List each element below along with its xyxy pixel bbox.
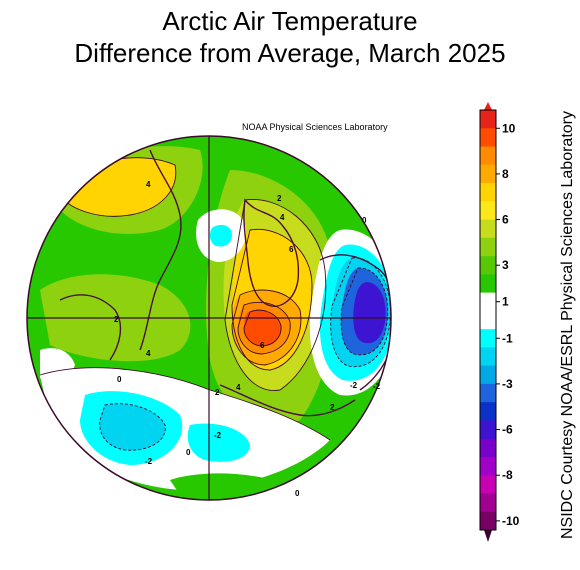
contour-label: 0 xyxy=(362,216,367,225)
contour-line-negative xyxy=(330,257,391,368)
graticule xyxy=(27,136,391,500)
colorbar-tick-label: 6 xyxy=(502,213,509,227)
anomaly-band-south-green xyxy=(170,473,300,500)
arctic-map: 4 2 4 6 0 -2 2 4 6 -2 4 2 2 0 -2 0 -2 0 xyxy=(26,135,392,501)
colorbar-band xyxy=(480,310,496,330)
contour-label: 0 xyxy=(186,448,191,457)
colorbar-tick-label: 8 xyxy=(502,167,509,181)
colorbar-ticks: 10 8 6 3 1 -1 -3 -6 -8 -10 xyxy=(496,121,520,528)
contour-label: 4 xyxy=(146,180,151,189)
contour-label: -2 xyxy=(214,431,222,440)
anomaly-band-neg4-to-neg6 xyxy=(353,282,386,344)
colorbar-band xyxy=(480,128,496,148)
colorbar-band xyxy=(480,438,496,458)
colorbar-frame xyxy=(479,109,497,531)
map-title-line1: Arctic Air Temperature xyxy=(162,6,418,36)
contour-label: 0 xyxy=(117,375,122,384)
contour-label: -2 xyxy=(350,381,358,390)
colorbar-band xyxy=(480,164,496,184)
contour-line xyxy=(224,199,327,391)
contour-label: 2 xyxy=(215,388,220,397)
side-credit: NSIDC Courtesy NOAA/ESRL Physical Scienc… xyxy=(559,111,576,540)
map-boundary xyxy=(26,135,392,501)
map-credit-label: NOAA Physical Sciences Laboratory xyxy=(240,122,390,132)
map-fill-layer xyxy=(27,136,391,500)
contour-label: 6 xyxy=(289,245,294,254)
contour-label: -2 xyxy=(373,382,381,391)
colorbar-arrow-top xyxy=(484,102,492,110)
colorbar-band xyxy=(480,365,496,385)
anomaly-cold-spot-small xyxy=(209,224,232,247)
colorbar-tick-label: -3 xyxy=(502,377,513,391)
scandinavia-coast xyxy=(319,254,391,391)
contour-label: 4 xyxy=(146,349,151,358)
colorbar-band xyxy=(480,383,496,403)
contour-labels: 4 2 4 6 0 -2 2 4 6 -2 4 2 2 0 -2 0 -2 0 xyxy=(114,180,381,498)
greenland-coast xyxy=(243,198,300,307)
colorbar-tick-label: -1 xyxy=(502,331,513,345)
colorbar-band xyxy=(480,237,496,257)
colorbar-band xyxy=(480,420,496,440)
contour-label: 6 xyxy=(260,341,265,350)
colorbar-band xyxy=(480,511,496,531)
alaska-coast xyxy=(59,294,122,361)
contour-label: 4 xyxy=(236,383,241,392)
colorbar-band xyxy=(480,274,496,294)
contour-lines xyxy=(39,157,391,451)
contour-label: 2 xyxy=(114,315,119,324)
map-title-line2: Difference from Average, March 2025 xyxy=(74,38,506,68)
colorbar-bands xyxy=(480,110,496,531)
contour-line xyxy=(231,228,313,371)
colorbar-tick-label: 10 xyxy=(502,121,516,135)
colorbar-band xyxy=(480,146,496,166)
contour-line xyxy=(39,367,331,441)
contour-line xyxy=(243,309,282,347)
coastlines xyxy=(59,149,391,417)
canada-coast xyxy=(139,149,182,351)
colorbar-tick-label: -10 xyxy=(502,514,520,528)
contour-line-negative xyxy=(99,403,166,451)
colorbar-arrow-bottom xyxy=(484,530,492,542)
contour-label: 2 xyxy=(330,403,335,412)
colorbar-band xyxy=(480,201,496,221)
colorbar-band xyxy=(480,475,496,494)
contour-label: 2 xyxy=(277,194,282,203)
contour-line-negative xyxy=(340,267,389,356)
siberia-coast xyxy=(219,384,356,417)
contour-label: 0 xyxy=(295,489,300,498)
colorbar-band xyxy=(480,329,496,348)
colorbar-band xyxy=(480,256,496,275)
colorbar-tick-label: -8 xyxy=(502,468,513,482)
contour-label: -2 xyxy=(145,457,153,466)
anomaly-band-8-to-10 xyxy=(244,310,282,346)
colorbar-band xyxy=(480,110,496,129)
contour-line xyxy=(237,301,291,355)
colorbar-band xyxy=(480,292,496,312)
colorbar-tick-label: 1 xyxy=(502,295,509,309)
colorbar-band xyxy=(480,183,496,202)
colorbar-band xyxy=(480,402,496,421)
colorbar-band xyxy=(480,456,496,476)
contour-line xyxy=(231,289,302,366)
colorbar-band xyxy=(480,493,496,513)
contour-label: 4 xyxy=(280,213,285,222)
anomaly-cold-south-west-core xyxy=(99,403,166,451)
anomaly-cold-south-east xyxy=(187,423,250,462)
colorbar-band xyxy=(480,347,496,367)
colorbar-tick-label: 3 xyxy=(502,258,509,272)
colorbar-band xyxy=(480,219,496,239)
colorbar: 10 8 6 3 1 -1 -3 -6 -8 -10 xyxy=(479,102,520,542)
colorbar-tick-label: -6 xyxy=(502,423,513,437)
